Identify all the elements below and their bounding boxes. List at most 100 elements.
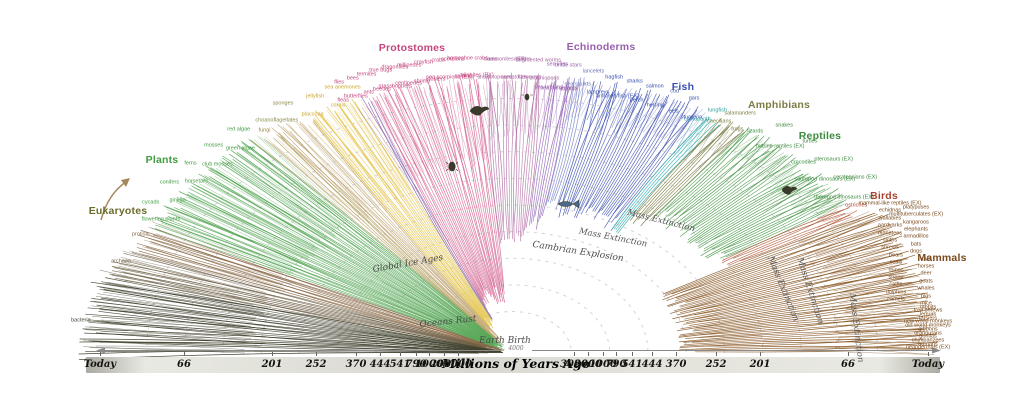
- leaf-label: tarsiers: [918, 314, 938, 321]
- clade-fan-arthropods: [365, 74, 505, 306]
- axis-tick: [416, 352, 417, 356]
- leaf-label: lobsters: [426, 76, 446, 83]
- axis-tick-label: 370: [665, 359, 687, 370]
- leaf-label: old world monkeys: [905, 322, 951, 329]
- leaf-label: salamanders: [724, 110, 756, 117]
- leaf-label: centipedes: [395, 80, 422, 87]
- leaf-label: crabs: [431, 57, 445, 64]
- leaf-label: multituberculates (EX): [888, 211, 944, 218]
- leaf-label: flies: [334, 78, 345, 85]
- clade-heading-amphibians: Amphibians: [747, 99, 811, 111]
- axis-tick: [760, 352, 761, 356]
- leaf-label: corals: [330, 102, 346, 109]
- axis-tick-label: 1000: [589, 359, 617, 370]
- leaf-label: herring: [646, 102, 664, 109]
- leaf-label: dogs: [910, 248, 922, 255]
- axis-tick: [588, 352, 589, 356]
- clade-fan-archaea: [109, 250, 502, 352]
- bird-icon: [469, 106, 490, 116]
- leaf-label: rotifers: [514, 56, 531, 63]
- axis-tick-label: 2000: [574, 359, 602, 370]
- leaf-label: marine reptiles (EX): [755, 143, 805, 150]
- leaf-label: cattle: [889, 281, 903, 288]
- leaf-label: pterosaurs (EX): [814, 155, 853, 162]
- leaf-label: lungfish: [708, 107, 727, 114]
- leaf-label: kangaroos: [903, 218, 929, 225]
- axis-tick: [316, 352, 317, 356]
- leaf-label: sponges: [272, 99, 294, 106]
- leaf-label: sturgeon: [680, 114, 703, 121]
- leaf-label: platypuses: [902, 203, 930, 210]
- clade-fan-echinoderms: [529, 76, 581, 230]
- leaf-label: sea urchins: [534, 84, 563, 91]
- axis-tick: [184, 352, 185, 356]
- axis-tick: [928, 352, 929, 356]
- leaf-label: humans: [918, 340, 938, 347]
- leaf-label: sheep: [888, 274, 904, 281]
- leaf-label: mosses: [204, 142, 224, 149]
- leaf-label: camels: [887, 296, 905, 303]
- leaf-label: hagfish: [605, 74, 624, 81]
- leaf-label: butterflies: [343, 93, 368, 100]
- leaf-label: lampreys: [586, 89, 610, 96]
- fish-icon: [557, 199, 580, 209]
- leaf-label: horses: [917, 263, 935, 270]
- clade-heading-echinoderms: Echinoderms: [566, 41, 636, 53]
- leaf-label: neanderthals (EX): [905, 344, 951, 351]
- leaf-label: clams: [483, 56, 498, 63]
- leaf-label: fungi: [258, 127, 271, 134]
- leaf-label: scorpions: [441, 56, 465, 63]
- leaf-label: gibbons: [918, 326, 938, 333]
- axis-tick: [716, 352, 717, 356]
- leaf-label: spiders: [454, 73, 473, 80]
- clade-fan-amphibians: [630, 118, 745, 227]
- leaf-label: bees: [346, 74, 359, 81]
- axis-tick: [652, 352, 653, 356]
- clade-heading-protostomes: Protostomes: [378, 42, 446, 54]
- leaf-label: goats: [919, 277, 933, 284]
- leaf-label: choanoflagellates: [255, 117, 299, 124]
- leaf-label: red algae: [227, 126, 251, 133]
- leaf-label: protists: [131, 231, 150, 238]
- leaf-label: tree shrews: [913, 307, 943, 314]
- leaf-label: lemurs: [919, 311, 937, 318]
- eukaryote-arrowhead: [121, 178, 130, 187]
- clade-fan-mammals: [662, 211, 939, 355]
- leaf-label: fleas: [337, 97, 349, 104]
- axis-tick: [400, 352, 401, 356]
- axis-tick-label: 252: [705, 359, 727, 370]
- clade-heading-eukaryotes: Eukaryotes: [88, 205, 148, 217]
- leaf-label: ants: [363, 89, 375, 96]
- axis-tick: [616, 352, 617, 356]
- leaf-label: true bugs: [369, 67, 393, 74]
- axis-tick-label: 2000: [430, 359, 458, 370]
- leaf-label: conifers: [159, 179, 180, 186]
- leaf-label: cycads: [142, 199, 160, 206]
- clade-fan-bacteria: [78, 269, 503, 360]
- axis-tick: [429, 352, 430, 356]
- axis-tick-label: 201: [261, 359, 283, 370]
- insect-icon: [521, 93, 533, 101]
- leaf-label: lancelets: [582, 67, 605, 74]
- leaf-label: turtles: [802, 138, 818, 145]
- leaf-label: rhinos: [888, 266, 904, 273]
- leaf-label: ferns: [184, 160, 197, 167]
- leaf-label: eels: [668, 107, 679, 114]
- leaf-label: sea lilies: [546, 60, 568, 67]
- leaf-label: crocodiles: [791, 158, 816, 165]
- axis-arrowhead-left: [96, 347, 105, 354]
- leaf-label: new world monkeys: [903, 318, 953, 325]
- leaf-label: manatees: [877, 229, 903, 236]
- time-arc: [260, 177, 764, 354]
- leaf-label: horseshoe crabs: [447, 54, 488, 61]
- leaf-label: ammonites (EX): [486, 56, 527, 63]
- leaf-label: armadillos: [903, 233, 929, 240]
- clade-heading-birds: Birds: [870, 190, 898, 202]
- leaf-label: bacteria: [71, 317, 91, 324]
- leaf-label: millipedes: [396, 62, 422, 69]
- leaf-label: rabbits: [919, 303, 937, 310]
- axis-tick-label: 444: [369, 359, 391, 370]
- axis-tick-label: 66: [841, 359, 855, 370]
